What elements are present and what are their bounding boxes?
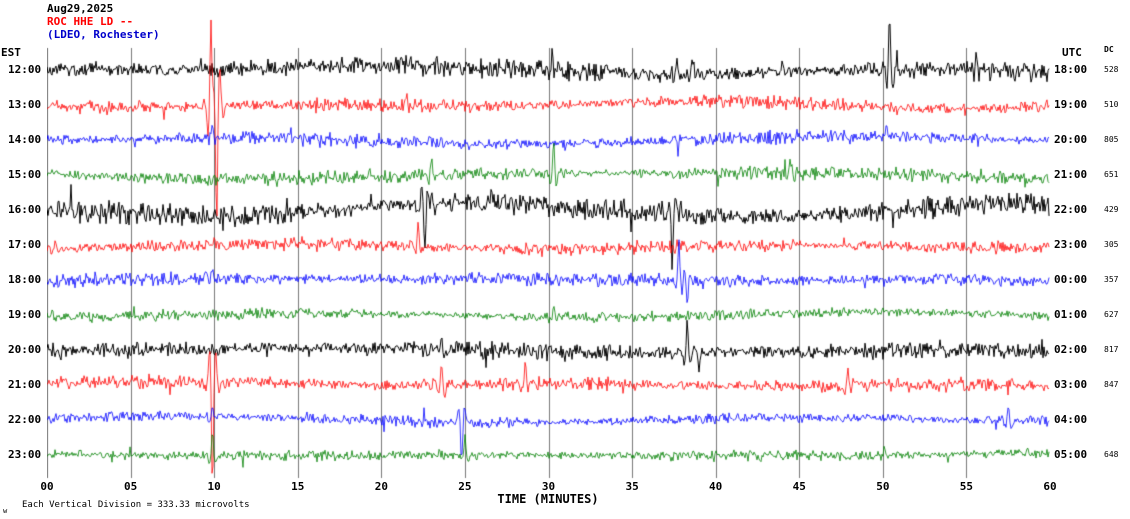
dc-axis-label: DC [1104,45,1114,54]
est-time-label: 16:00 [8,203,42,216]
x-tick-label: 00 [40,480,54,493]
utc-time-label: 23:00 [1054,238,1088,251]
x-tick-label: 20 [374,480,388,493]
utc-axis-label: UTC [1062,46,1082,59]
dc-value: 847 [1104,380,1119,389]
est-time-label: 12:00 [8,63,42,76]
est-time-label: 14:00 [8,133,42,146]
est-time-label: 23:00 [8,448,42,461]
x-tick-label: 15 [291,480,305,493]
dc-value: 305 [1104,240,1119,249]
x-tick-label: 35 [625,480,639,493]
dc-value: 528 [1104,65,1119,74]
header-station: ROC HHE LD -- [47,15,134,28]
dc-value: 627 [1104,310,1119,319]
dc-value: 429 [1104,205,1119,214]
x-tick-label: 30 [541,480,556,493]
x-tick-label: 25 [458,480,472,493]
utc-time-label: 18:00 [1054,63,1088,76]
utc-time-label: 01:00 [1054,308,1088,321]
est-time-label: 13:00 [8,98,42,111]
seismogram-plot [47,0,1050,519]
utc-time-label: 21:00 [1054,168,1088,181]
est-time-label: 19:00 [8,308,42,321]
vertical-division-note: Each Vertical Division = 333.33 microvol… [22,500,250,510]
corner-mark: w [3,507,8,515]
header-date: Aug29,2025 [47,2,114,15]
utc-time-label: 19:00 [1054,98,1088,111]
est-time-label: 21:00 [8,378,42,391]
x-axis-title: TIME (MINUTES) [497,492,599,506]
utc-time-label: 22:00 [1054,203,1088,216]
est-time-label: 15:00 [8,168,42,181]
dc-value: 648 [1104,450,1119,459]
utc-time-label: 03:00 [1054,378,1088,391]
utc-time-label: 20:00 [1054,133,1088,146]
dc-value: 805 [1104,135,1119,144]
x-tick-label: 45 [792,480,806,493]
est-time-label: 20:00 [8,343,42,356]
est-time-label: 18:00 [8,273,42,286]
utc-time-label: 00:00 [1054,273,1088,286]
x-tick-label: 05 [123,480,138,493]
x-tick-label: 50 [876,480,890,493]
est-axis-label: EST [1,46,21,59]
dc-value: 817 [1104,345,1119,354]
x-tick-label: 10 [207,480,221,493]
est-time-label: 22:00 [8,413,42,426]
dc-value: 651 [1104,170,1119,179]
utc-time-label: 05:00 [1054,448,1088,461]
x-tick-label: 60 [1043,480,1057,493]
utc-time-label: 04:00 [1054,413,1088,426]
x-tick-label: 55 [959,480,974,493]
dc-value: 510 [1104,100,1119,109]
dc-value: 357 [1104,275,1119,284]
est-time-label: 17:00 [8,238,42,251]
header-location: (LDEO, Rochester) [47,28,160,41]
x-tick-label: 40 [709,480,723,493]
utc-time-label: 02:00 [1054,343,1088,356]
